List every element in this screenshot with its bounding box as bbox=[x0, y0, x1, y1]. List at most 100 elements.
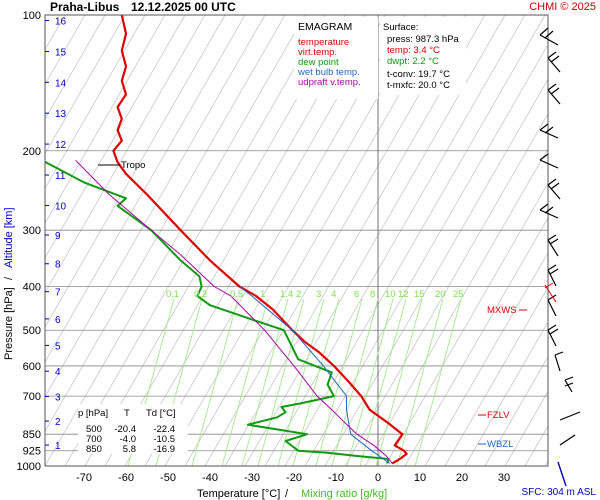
adiabat-line bbox=[344, 113, 548, 466]
mixing-ratio-label: 6 bbox=[354, 289, 359, 300]
mixing-ratio-label: 12 bbox=[398, 289, 409, 300]
adiabat-line bbox=[404, 217, 548, 466]
pressure-tick-label: 925 bbox=[23, 446, 41, 458]
x-axis-separator: / bbox=[285, 488, 289, 500]
surface-dwpt: dwpt: 2.2 °C bbox=[387, 56, 439, 67]
mixing-ratio-label: 8 bbox=[370, 289, 375, 300]
surface-press: press: 987.3 hPa bbox=[387, 34, 460, 45]
adiabat-line bbox=[484, 355, 548, 466]
temperature-tick-label: 30 bbox=[498, 472, 510, 484]
table-cell: -4.0 bbox=[120, 434, 136, 445]
mixing-ratio-label: 3 bbox=[316, 289, 321, 300]
temperature-tick-label: 10 bbox=[414, 472, 426, 484]
wind-barbs-red bbox=[544, 282, 557, 303]
mxws-label: MXWS bbox=[487, 305, 517, 316]
pressure-tick-label: 400 bbox=[23, 282, 41, 294]
sfc-label: SFC: 304 m ASL bbox=[522, 487, 597, 498]
adiabat-line bbox=[364, 147, 548, 466]
mixing-ratio-label: 25 bbox=[453, 289, 464, 300]
adiabat-line bbox=[45, 15, 146, 190]
surface-temp: temp: 3.4 °C bbox=[387, 45, 440, 56]
pressure-tick-label: 200 bbox=[23, 146, 41, 158]
temperature-tick-label: -10 bbox=[328, 472, 344, 484]
altitude-tick-label: 1 bbox=[55, 441, 61, 452]
mixing-ratio-line bbox=[346, 298, 394, 466]
mixing-ratio-line bbox=[396, 298, 444, 466]
pressure-tick-label: 100 bbox=[23, 10, 41, 22]
altitude-tick-label: 16 bbox=[55, 17, 67, 28]
mixing-ratio-label: 1 bbox=[260, 289, 265, 300]
temperature-tick-label: -60 bbox=[118, 472, 134, 484]
mixing-ratio-line bbox=[375, 298, 423, 466]
surface-tconv: t-conv: 19.7 °C bbox=[387, 69, 450, 80]
adiabat-line bbox=[45, 15, 286, 433]
altitude-tick-label: 8 bbox=[55, 260, 61, 271]
temperature-tick-label: -40 bbox=[202, 472, 218, 484]
surface-wind-barb bbox=[557, 461, 567, 487]
temperature-tick-label: 0 bbox=[375, 472, 381, 484]
table-cell: 5.8 bbox=[123, 444, 136, 455]
pressure-tick-label: 500 bbox=[23, 325, 41, 337]
x-axis-label-2: Mixing ratio [g/kg] bbox=[301, 488, 387, 500]
table-header-td: Td [°C] bbox=[146, 408, 176, 419]
adiabat-line bbox=[45, 15, 226, 329]
mixing-ratio-label: 15 bbox=[414, 289, 425, 300]
altitude-tick-label: 5 bbox=[55, 341, 61, 352]
altitude-tick-label: 15 bbox=[55, 47, 67, 58]
mixing-ratio-line bbox=[315, 298, 363, 466]
surface-tmxfc: t-mxfc: 20.0 °C bbox=[387, 80, 450, 91]
altitude-tick-label: 12 bbox=[55, 140, 67, 151]
adiabat-line bbox=[565, 15, 600, 466]
fzlv-label: FZLV bbox=[487, 410, 510, 421]
mixing-ratio-line bbox=[221, 298, 269, 466]
surface-box bbox=[380, 17, 466, 95]
copyright: CHMI © 2025 bbox=[529, 1, 596, 13]
temperature-tick-label: -20 bbox=[286, 472, 302, 484]
altitude-tick-label: 14 bbox=[55, 78, 67, 89]
altitude-tick-label: 13 bbox=[55, 109, 67, 120]
adiabat-line bbox=[585, 15, 600, 466]
wind-barbs bbox=[539, 27, 581, 446]
mixing-ratio-line bbox=[257, 298, 305, 466]
surface-title: Surface: bbox=[383, 22, 418, 33]
altitude-tick-label: 4 bbox=[55, 367, 61, 378]
series-line-dew-point bbox=[45, 160, 390, 464]
table-cell: 500 bbox=[86, 424, 102, 435]
mixing-ratio-line bbox=[331, 298, 379, 466]
adiabat-line bbox=[324, 78, 548, 466]
adiabat-line bbox=[64, 15, 326, 466]
adiabat-line bbox=[544, 459, 548, 466]
adiabat-line bbox=[384, 182, 548, 466]
altitude-tick-label: 10 bbox=[55, 201, 67, 212]
adiabat-line bbox=[284, 15, 546, 466]
adiabat-line bbox=[264, 15, 526, 466]
adiabat-line bbox=[45, 15, 206, 294]
mixing-ratio-label: 0.2 bbox=[194, 289, 207, 300]
table-cell: -16.9 bbox=[153, 444, 175, 455]
adiabat-line bbox=[45, 15, 186, 259]
adiabat-line bbox=[45, 15, 166, 224]
temperature-tick-label: -30 bbox=[244, 472, 260, 484]
mixing-ratio-line bbox=[414, 298, 462, 466]
x-axis-label: Temperature [°C] bbox=[197, 488, 280, 500]
mixing-ratio-label: 1.4 bbox=[280, 289, 293, 300]
adiabat-line bbox=[45, 15, 126, 155]
mixing-ratio-label: 4 bbox=[331, 289, 336, 300]
datetime: 12.12.2025 00 UTC bbox=[131, 0, 236, 14]
legend-virt-temp: virt.temp. bbox=[298, 47, 337, 58]
table-cell: -22.4 bbox=[153, 424, 175, 435]
mixing-ratio-line bbox=[277, 298, 325, 466]
pressure-tick-label: 1000 bbox=[17, 461, 41, 473]
y-axis-separator: / bbox=[3, 276, 15, 280]
level-table-box bbox=[78, 404, 188, 454]
mixing-ratio-label: 2 bbox=[296, 289, 301, 300]
adiabat-line bbox=[45, 15, 266, 398]
altitude-tick-label: 2 bbox=[55, 417, 61, 428]
pressure-tick-label: 600 bbox=[23, 361, 41, 373]
table-header-t: T bbox=[124, 408, 130, 419]
wbzl-label: WBZL bbox=[487, 439, 513, 450]
altitude-tick-label: 11 bbox=[55, 171, 66, 182]
altitude-tick-label: 7 bbox=[55, 288, 61, 299]
legend-updraft: udpraft v.temp. bbox=[298, 77, 361, 88]
